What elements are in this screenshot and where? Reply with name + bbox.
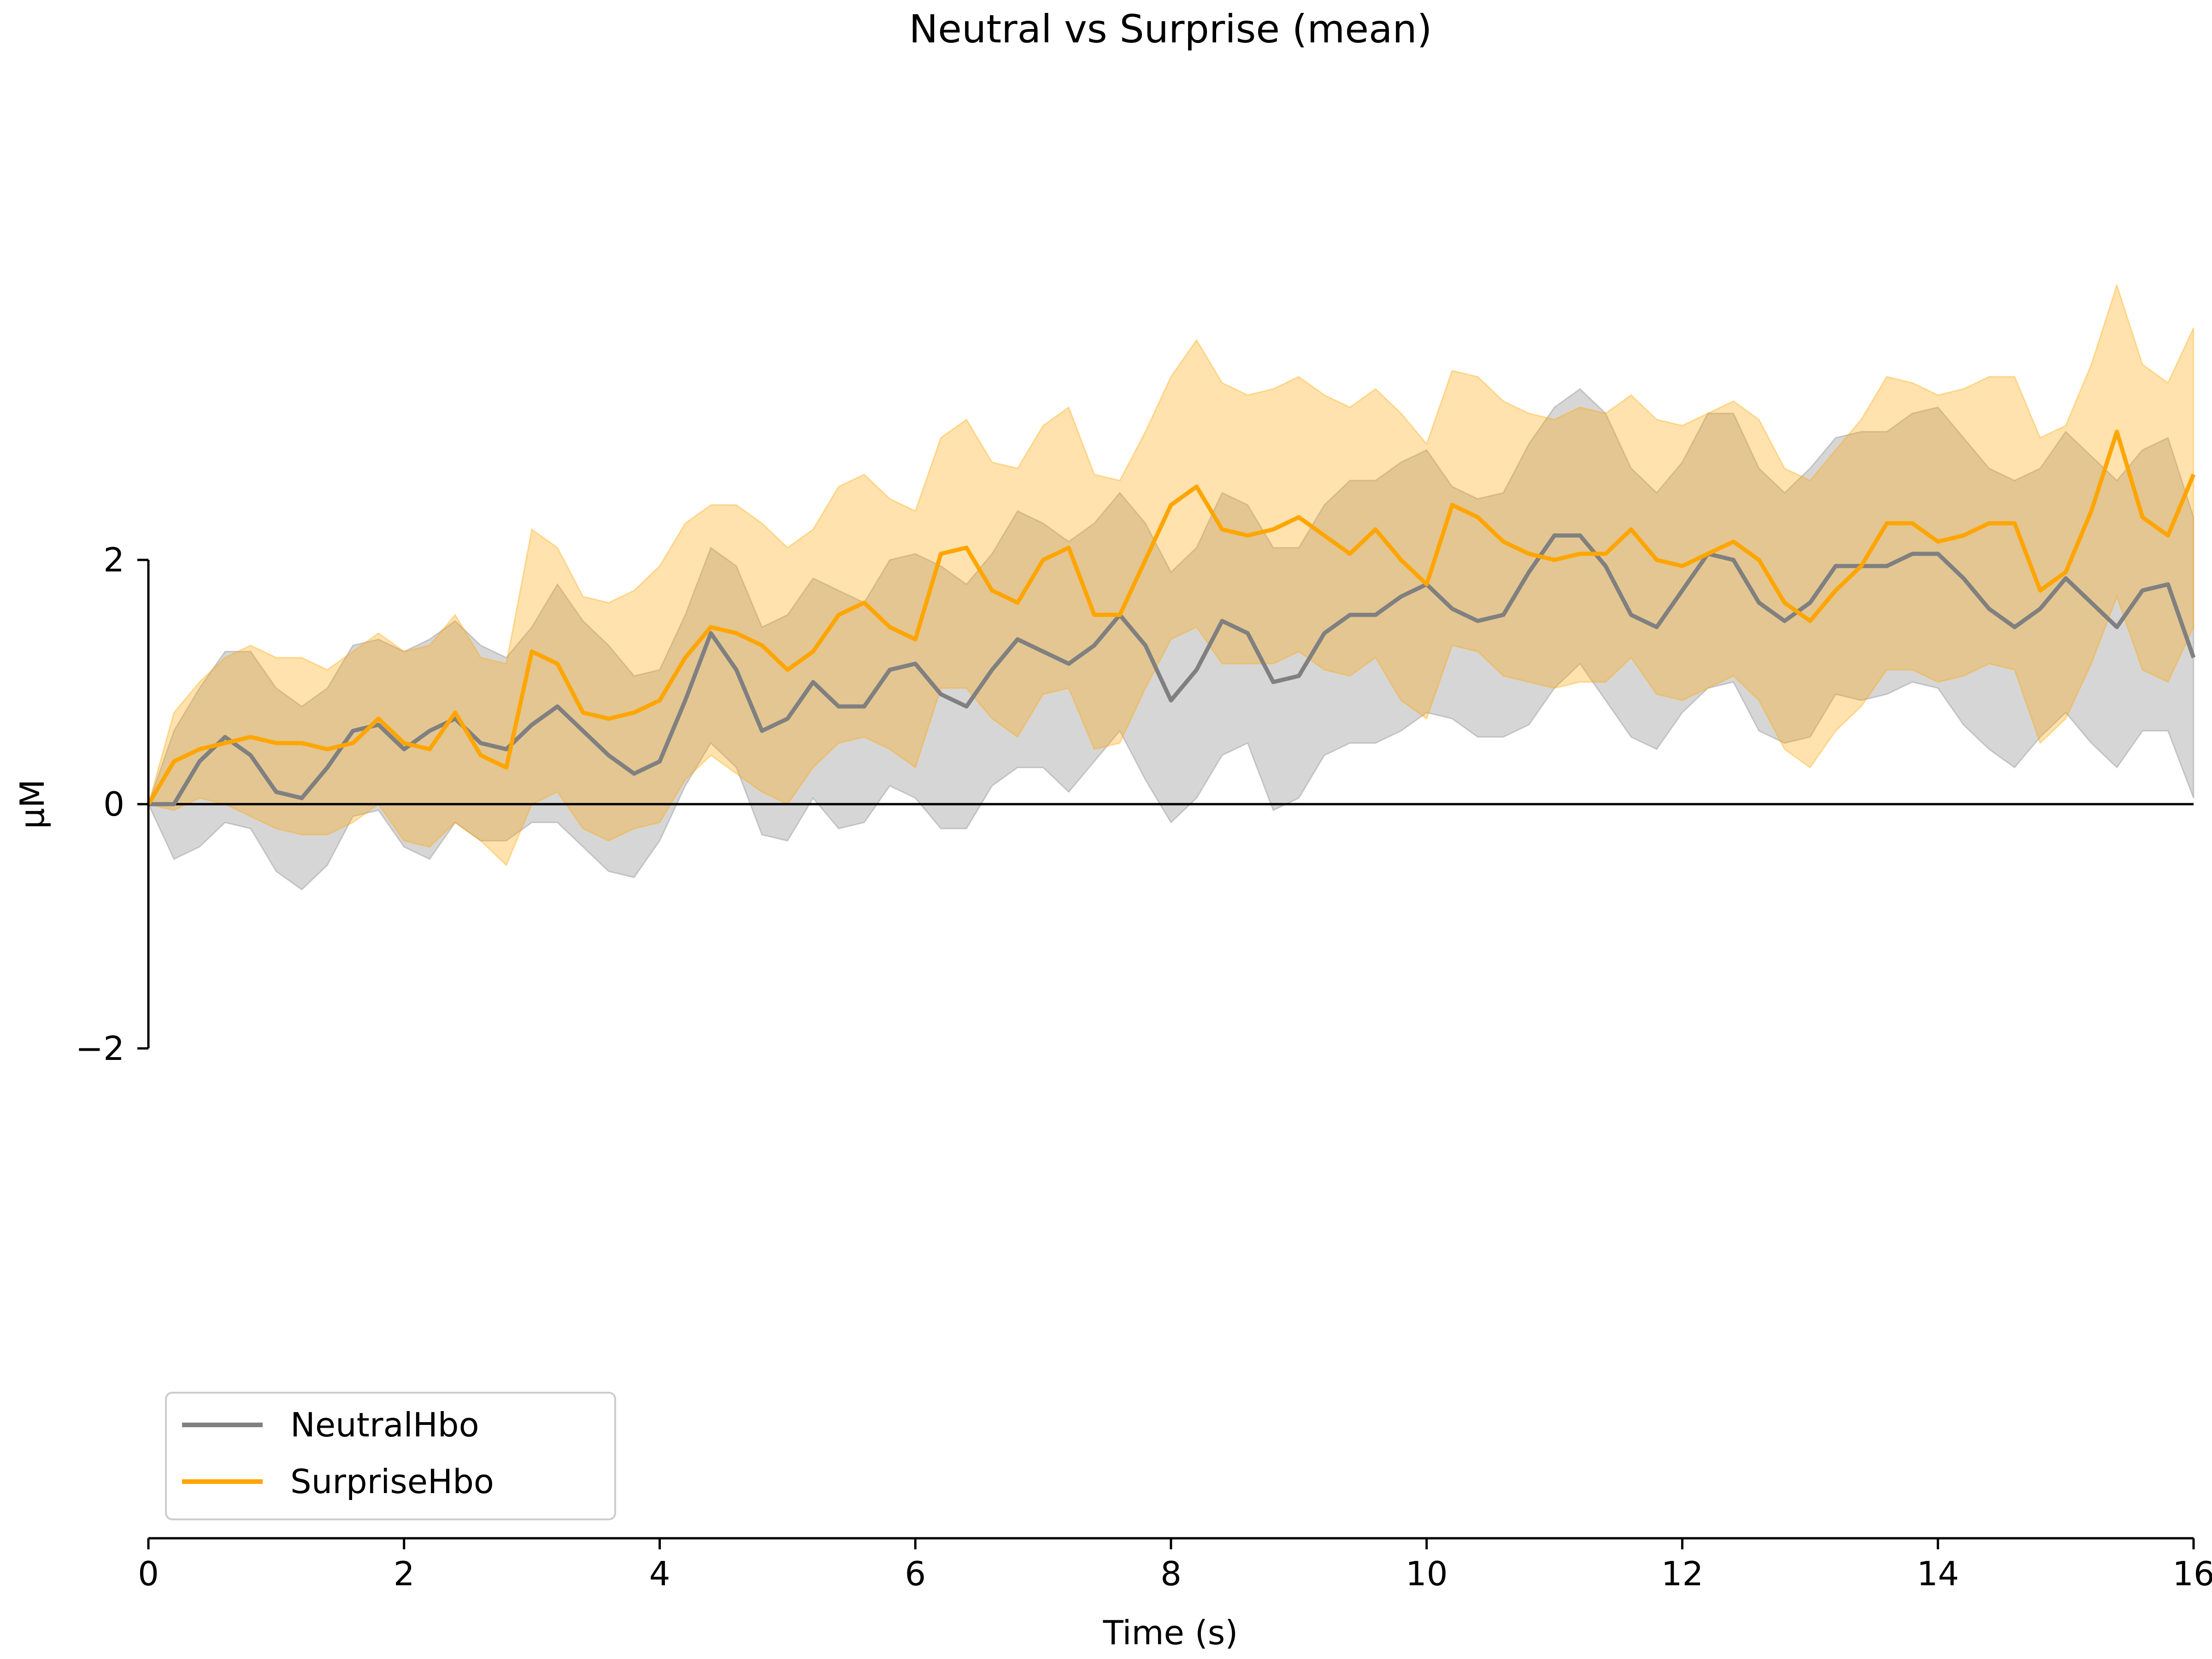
x-tick-label: 0 xyxy=(138,1554,159,1593)
y-tick-label: 2 xyxy=(103,541,124,579)
x-tick-label: 8 xyxy=(1160,1554,1182,1593)
x-ticks: 0 2 4 6 8 10 12 14 16 xyxy=(138,1538,2212,1593)
y-tick-label: −2 xyxy=(76,1029,124,1068)
legend-label-neutral: NeutralHbo xyxy=(290,1406,479,1444)
x-tick-label: 6 xyxy=(905,1554,926,1593)
legend: NeutralHbo SurpriseHbo xyxy=(165,1392,616,1520)
x-tick-label: 16 xyxy=(2172,1554,2212,1593)
y-axis: −2 0 2 μM xyxy=(13,541,150,1068)
series-lines xyxy=(147,429,2196,806)
y-axis-label: μM xyxy=(13,779,52,829)
x-tick-label: 10 xyxy=(1406,1554,1448,1593)
x-axis-label: Time (s) xyxy=(1103,1613,1238,1652)
series-line-neutral xyxy=(148,533,2196,806)
x-tick-label: 2 xyxy=(394,1554,415,1593)
legend-label-surprise: SurpriseHbo xyxy=(290,1462,494,1501)
confidence-bands xyxy=(147,282,2194,891)
x-axis: 0 2 4 6 8 10 12 14 16 Time (s) xyxy=(138,1537,2212,1652)
series-line-surprise xyxy=(147,429,2196,806)
y-tick-label: 0 xyxy=(103,785,124,824)
x-tick-label: 4 xyxy=(649,1554,671,1593)
x-tick-label: 14 xyxy=(1917,1554,1959,1593)
y-ticks: −2 0 2 xyxy=(76,541,148,1068)
legend-box xyxy=(165,1392,616,1520)
chart-title: Neutral vs Surprise (mean) xyxy=(909,6,1432,52)
x-tick-label: 12 xyxy=(1661,1554,1704,1593)
band-neutral xyxy=(147,388,2194,891)
